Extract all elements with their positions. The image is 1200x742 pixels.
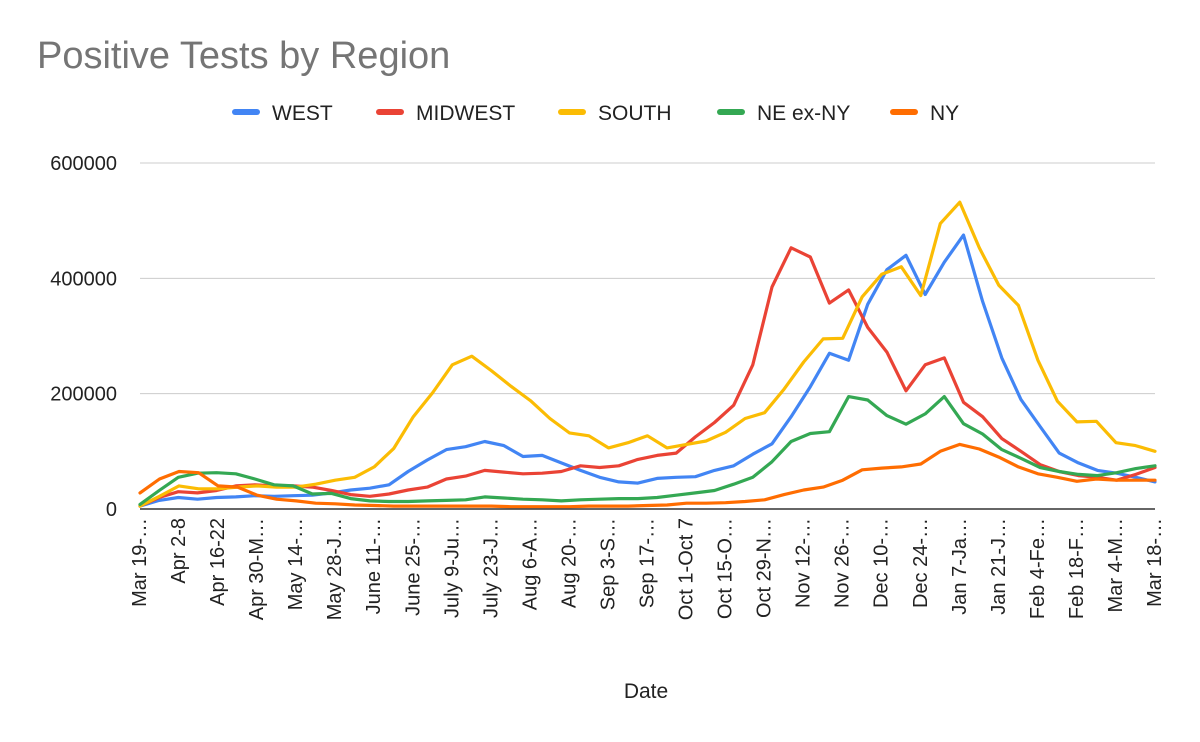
x-tick-label: Aug 20-… (558, 518, 580, 608)
x-tick-label: Oct 1-Oct 7 (676, 518, 698, 620)
y-tick-label: 0 (106, 499, 117, 521)
x-tick-label: Apr 16-22 (207, 518, 229, 606)
x-tick-label: Feb 4-Fe… (1027, 518, 1049, 619)
x-axis-title: Date (624, 680, 668, 703)
series-line-midwest (138, 246, 1157, 508)
legend-label: MIDWEST (416, 102, 515, 125)
x-tick-label: July 23-J… (480, 518, 502, 618)
legend-swatch (717, 109, 745, 115)
series-line-ne-ex-ny (138, 395, 1157, 506)
x-tick-label: Nov 12-… (793, 518, 815, 608)
series-line-south (138, 200, 1157, 508)
chart-title: Positive Tests by Region (37, 35, 450, 77)
legend: WEST MIDWEST SOUTH NE ex-NY NY (232, 102, 959, 125)
x-tick-label: Nov 26-… (832, 518, 854, 608)
y-tick-label: 600000 (50, 153, 117, 175)
legend-swatch (558, 109, 586, 115)
x-tick-label: Sep 17-… (637, 518, 659, 608)
legend-label: NY (930, 102, 959, 125)
x-tick-label: Jan 7-Ja… (949, 518, 971, 615)
x-tick-label: Dec 24-… (910, 518, 932, 608)
y-tick-label: 200000 (50, 384, 117, 406)
x-tick-label: Oct 29-N… (754, 518, 776, 618)
x-tick-label: Mar 19-… (129, 518, 151, 607)
x-tick-label: Sep 3-S… (597, 518, 619, 610)
legend-label: NE ex-NY (757, 102, 850, 125)
x-tick-label: Feb 18-F… (1066, 518, 1088, 619)
x-tick-label: Mar 4-M… (1105, 518, 1127, 612)
series-lines (138, 200, 1157, 509)
x-tick-label: Mar 18-… (1144, 518, 1166, 607)
series-line-west (138, 233, 1157, 508)
legend-swatch (890, 109, 918, 115)
x-tick-label: Jan 21-J… (988, 518, 1010, 615)
x-tick-label: Oct 15-O… (715, 518, 737, 619)
x-tick-label: Apr 30-M… (246, 518, 268, 620)
x-tick-label: May 28-J… (324, 518, 346, 620)
x-tick-label: Dec 10-… (871, 518, 893, 608)
x-tick-label: Aug 6-A… (519, 518, 541, 610)
x-axis-ticks: Mar 19-… Apr 2-8 Apr 16-22 Apr 30-M… May 14-… (129, 518, 1166, 620)
gridlines (140, 162, 1155, 395)
legend-swatch (376, 109, 404, 115)
x-tick-label: Apr 2-8 (168, 518, 190, 584)
x-tick-label: June 25-… (402, 518, 424, 616)
legend-label: WEST (272, 102, 333, 125)
y-axis-ticks: 0 200000 400000 600000 (50, 153, 117, 521)
legend-label: SOUTH (598, 102, 672, 125)
y-tick-label: 400000 (50, 268, 117, 290)
x-tick-label: July 9-Ju… (441, 518, 463, 618)
x-tick-label: June 11-… (363, 518, 385, 614)
series-line-ny (138, 442, 1157, 509)
x-tick-label: May 14-… (285, 518, 307, 610)
legend-swatch (232, 109, 260, 115)
